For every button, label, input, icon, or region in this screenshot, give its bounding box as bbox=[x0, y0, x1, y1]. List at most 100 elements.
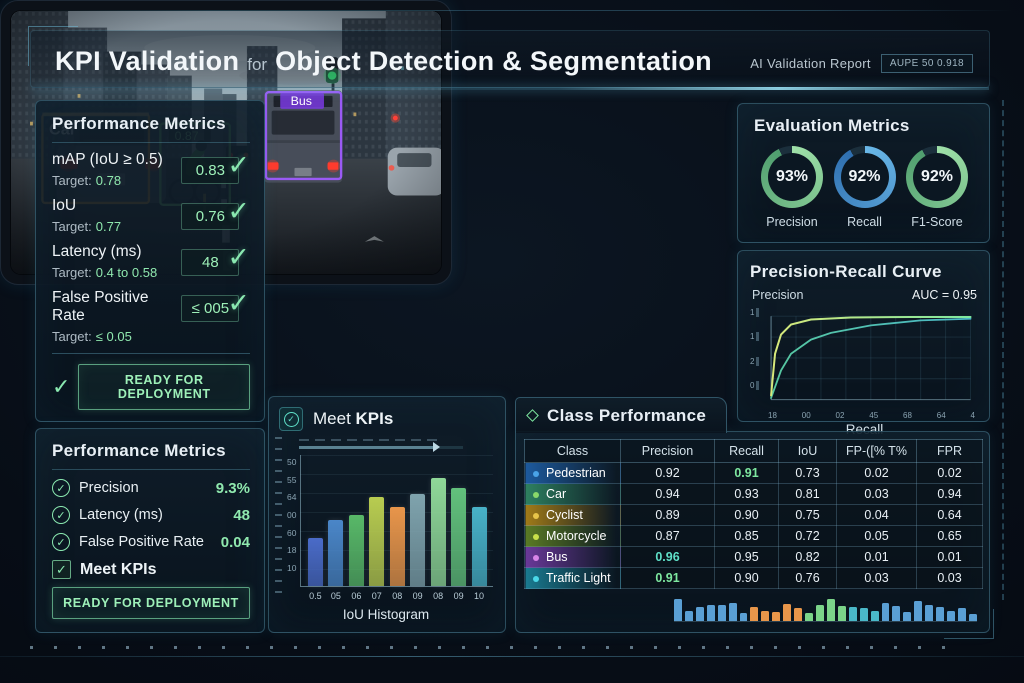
class-color-dot bbox=[533, 512, 539, 519]
summary-row-precision: ✓ Precision 9.3% bbox=[52, 479, 250, 497]
header-right: AI Validation Report AUPE 50 0.918 bbox=[750, 54, 973, 77]
performance-metrics-panel: Performance Metrics mAP (IoU ≥ 0.5) Targ… bbox=[35, 100, 265, 422]
class-performance-title: Class Performance bbox=[547, 405, 707, 425]
pr-curve-upper bbox=[770, 316, 973, 397]
histogram-x-label: 08 bbox=[392, 591, 403, 601]
summary-fpr-name: False Positive Rate bbox=[79, 534, 204, 550]
performance-summary-panel: Performance Metrics ✓ Precision 9.3% ✓ L… bbox=[35, 428, 265, 633]
ruler-ticks bbox=[275, 437, 282, 602]
title-part-1: KPI Validation bbox=[55, 46, 240, 76]
report-label: AI Validation Report bbox=[750, 56, 871, 71]
auc-badge: AUPE 50 0.918 bbox=[880, 54, 973, 73]
class-color-dot bbox=[533, 554, 539, 561]
header: KPI Validation for Object Detection & Segm… bbox=[30, 30, 990, 90]
sparkline-bar bbox=[739, 613, 748, 621]
check-icon: ✓ bbox=[227, 241, 250, 272]
histogram-bar: 07 bbox=[368, 497, 385, 601]
metric-fpr-value: ≤ 005 bbox=[181, 295, 240, 322]
histogram-x-label: 0.5 bbox=[309, 591, 322, 601]
gauge-f1: 92% F1-Score bbox=[901, 146, 973, 229]
ready-for-deployment-button[interactable]: READY FOR DEPLOYMENT bbox=[52, 587, 250, 619]
precision-donut-value: 93% bbox=[775, 168, 809, 185]
bbox-bus: Bus bbox=[264, 91, 343, 181]
sparkline-bar bbox=[881, 603, 890, 621]
gauge-recall: 92% Recall bbox=[829, 146, 901, 229]
class-color-dot bbox=[533, 491, 539, 498]
pr-grid bbox=[771, 315, 972, 400]
metric-fpr-target-value: ≤ 0.05 bbox=[95, 329, 132, 344]
metric-iou-name: IoU bbox=[52, 197, 77, 214]
sparkline-bar bbox=[728, 603, 737, 621]
class-color-dot bbox=[533, 533, 539, 540]
recall-donut-ring: 92% bbox=[833, 146, 896, 208]
ready-for-deployment-button[interactable]: READY FOR DEPLOYMENT bbox=[78, 364, 250, 410]
sparkline-bar bbox=[815, 605, 824, 621]
class-performance-tab: Class Performance bbox=[515, 397, 727, 433]
metric-fpr-target-label: Target: bbox=[52, 329, 92, 344]
metric-latency-target-label: Target: bbox=[52, 265, 92, 280]
meet-kpis-checkbox-row: ✓ Meet KPIs bbox=[52, 560, 250, 579]
table-row[interactable]: Pedestrian 0.92 0.91 0.73 0.02 0.02 bbox=[524, 462, 983, 484]
sparkline-bar bbox=[903, 612, 912, 621]
summary-latency-value: 48 bbox=[233, 506, 250, 524]
sparkline-bar bbox=[892, 606, 901, 621]
class-performance-panel: Class Precision Recall IoU FP-([% T% FPR… bbox=[515, 431, 990, 633]
pr-auc-annotation: AUC = 0.95 bbox=[912, 288, 977, 302]
diamond-icon bbox=[526, 409, 539, 422]
pr-curve-plot bbox=[770, 315, 973, 401]
class-color-dot bbox=[533, 470, 539, 477]
performance-summary-title: Performance Metrics bbox=[52, 441, 250, 470]
histogram-bar: 0.5 bbox=[307, 538, 324, 601]
sparkline-bar bbox=[805, 613, 813, 621]
summary-latency-name: Latency (ms) bbox=[79, 507, 163, 523]
meet-kpis-checkbox[interactable]: ✓ bbox=[52, 560, 71, 579]
table-row[interactable]: Car 0.94 0.93 0.81 0.03 0.94 bbox=[524, 483, 983, 505]
histogram-bar: 09 bbox=[409, 494, 426, 601]
metric-iou-target-label: Target: bbox=[52, 219, 92, 234]
precision-donut-ring: 93% bbox=[761, 146, 823, 208]
iou-histogram: 0.5 05 06 07 08 09 08 09 10 bbox=[300, 455, 493, 601]
kpi-slider[interactable] bbox=[299, 442, 463, 452]
f1-donut-value: 92% bbox=[920, 168, 954, 185]
sparkline-bar bbox=[783, 604, 792, 621]
metric-map-target-label: Target: bbox=[52, 173, 92, 188]
circle-check-icon: ✓ bbox=[52, 533, 70, 551]
sparkline-bar bbox=[957, 608, 966, 621]
summary-precision-value: 9.3% bbox=[215, 479, 250, 497]
gauge-precision: 93% Precision bbox=[756, 146, 828, 229]
table-row[interactable]: Traffic Light 0.91 0.90 0.76 0.03 0.03 bbox=[524, 567, 983, 589]
histogram-bar: 05 bbox=[327, 520, 344, 601]
check-icon: ✓ bbox=[227, 287, 250, 318]
histogram-x-label: 06 bbox=[351, 591, 362, 601]
metric-map-target-value: 0.78 bbox=[95, 173, 122, 188]
table-row[interactable]: Cyclist 0.89 0.90 0.75 0.04 0.64 bbox=[524, 504, 983, 526]
metric-iou-value: 0.76 bbox=[181, 203, 240, 230]
precision-donut-label: Precision bbox=[766, 215, 818, 229]
slider-arrow-icon bbox=[433, 442, 441, 452]
class-performance-table: Class Precision Recall IoU FP-([% T% FPR… bbox=[524, 439, 983, 589]
table-row[interactable]: Motorcycle 0.87 0.85 0.72 0.05 0.65 bbox=[524, 525, 983, 547]
meet-kpis-panel: ✓ Meet KPIs 50 55 64 00 60 18 10 0.5 05 06… bbox=[268, 396, 506, 633]
meet-kpis-title-prefix: Meet bbox=[313, 409, 351, 428]
metric-iou-target-value: 0.77 bbox=[95, 219, 122, 234]
f1-donut-ring: 92% bbox=[906, 146, 968, 208]
circle-check-icon: ✓ bbox=[52, 506, 70, 524]
sparkline-bar bbox=[706, 605, 715, 621]
metric-iou: IoU Target: 0.77 0.76 ✓ bbox=[52, 197, 250, 234]
check-icon: ✓ bbox=[227, 195, 250, 226]
histogram-x-label: 09 bbox=[412, 591, 423, 601]
metric-latency-value: 48 bbox=[181, 249, 240, 276]
sparkline-bar bbox=[859, 608, 868, 621]
table-row[interactable]: Bus 0.96 0.95 0.82 0.01 0.01 bbox=[524, 546, 983, 568]
check-icon: ✓ bbox=[227, 149, 250, 180]
pr-curve-title: Precision-Recall Curve bbox=[750, 262, 942, 281]
histogram-bar: 08 bbox=[389, 507, 406, 601]
metric-map: mAP (IoU ≥ 0.5) Target: 0.78 0.83 ✓ bbox=[52, 151, 250, 188]
sparkline-bar bbox=[717, 605, 726, 621]
circle-check-icon: ✓ bbox=[52, 479, 70, 497]
metric-map-value: 0.83 bbox=[181, 157, 240, 184]
histogram-y-labels: 50 55 64 00 60 18 10 bbox=[287, 457, 297, 573]
evaluation-metrics-panel: Evaluation Metrics 93% Precision 92% Rec… bbox=[737, 103, 990, 243]
sparkline-bar bbox=[826, 599, 835, 621]
